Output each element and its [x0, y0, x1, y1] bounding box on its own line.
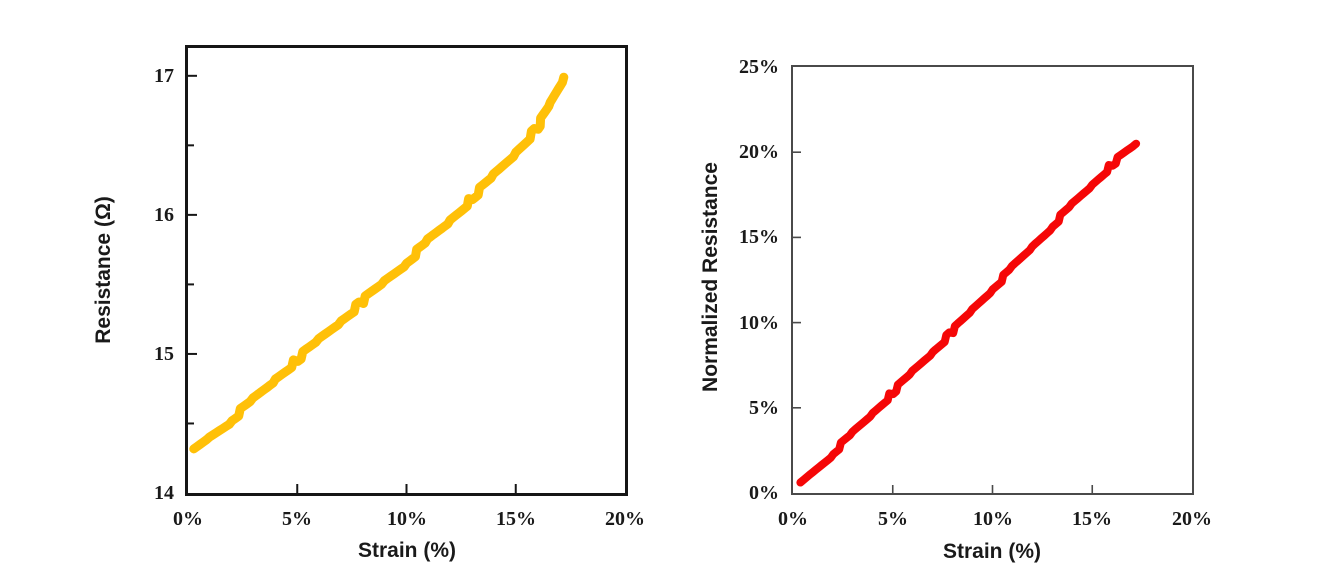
- left-y-tick-15: 15: [154, 343, 174, 365]
- left-x-tick-5: 5%: [282, 508, 312, 530]
- right-y-tick-20: 20%: [739, 141, 779, 163]
- right-y-tick-15: 15%: [739, 226, 779, 248]
- right-x-axis-title: Strain (%): [942, 540, 1042, 563]
- left-y-tick-17: 17: [154, 65, 174, 87]
- right-x-tick-10: 10%: [973, 508, 1013, 530]
- left-plot-area: [185, 45, 628, 496]
- normalized-resistance-vs-strain-curve: [796, 139, 1141, 487]
- right-y-tick-5: 5%: [749, 397, 779, 419]
- left-x-tick-20: 20%: [605, 508, 645, 530]
- right-y-tick-0: 0%: [749, 482, 779, 504]
- right-x-tick-0: 0%: [778, 508, 808, 530]
- resistance-vs-strain-curve: [189, 72, 569, 454]
- right-x-tick-5: 5%: [878, 508, 908, 530]
- normalized-resistance-scatter-canvas: [793, 139, 1141, 493]
- left-y-tick-14: 14: [154, 482, 174, 504]
- resistance-scatter-canvas: [188, 72, 569, 493]
- right-y-axis-title: Normalized Resistance: [699, 162, 722, 392]
- left-x-tick-15: 15%: [496, 508, 536, 530]
- left-x-tick-10: 10%: [387, 508, 427, 530]
- left-y-tick-16: 16: [154, 204, 174, 226]
- left-x-tick-0: 0%: [173, 508, 203, 530]
- right-y-tick-25: 25%: [739, 56, 779, 78]
- right-x-tick-20: 20%: [1172, 508, 1212, 530]
- left-y-axis-title: Resistance (Ω): [92, 196, 115, 344]
- right-x-tick-15: 15%: [1072, 508, 1112, 530]
- right-y-tick-10: 10%: [739, 312, 779, 334]
- right-plot-area: [791, 65, 1194, 495]
- left-x-axis-title: Strain (%): [357, 539, 457, 562]
